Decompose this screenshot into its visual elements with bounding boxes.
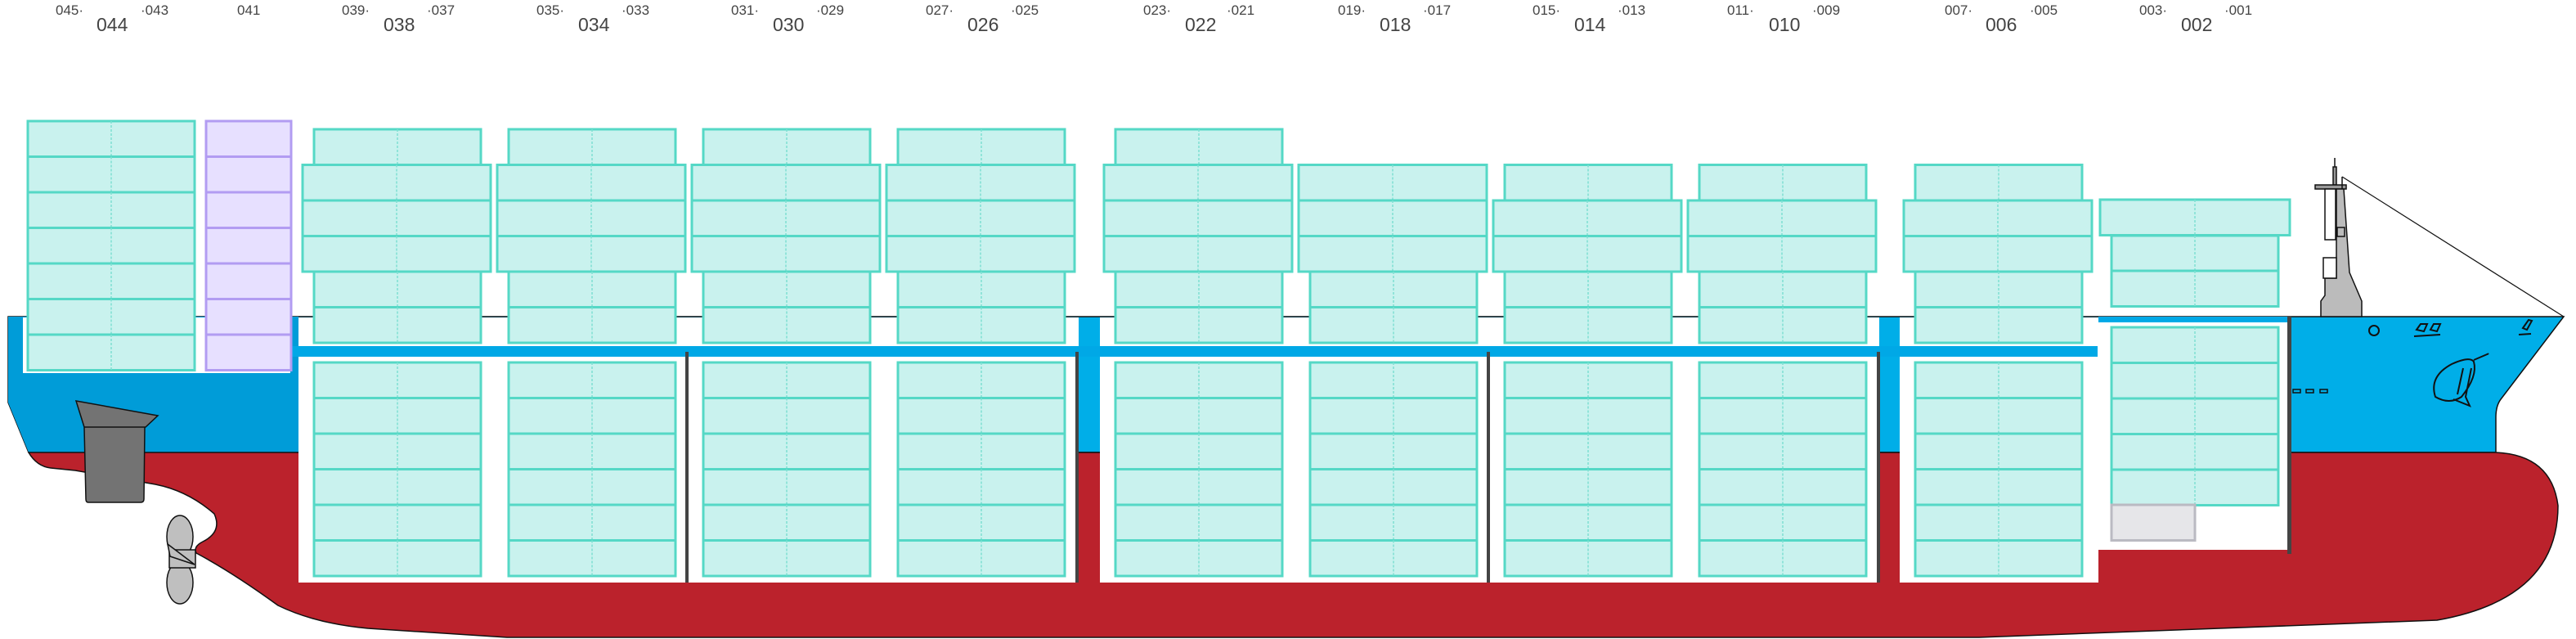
container-slot-special[interactable] (204, 227, 293, 265)
bay-label-017: ·017 (1423, 2, 1451, 18)
bay-label-026: 026 (967, 14, 999, 35)
propeller-icon (166, 515, 196, 605)
container-slot-special[interactable] (204, 119, 293, 158)
container-slot-empty[interactable] (2110, 503, 2197, 542)
bay-label-044: 044 (96, 14, 128, 35)
hawse-icon (2368, 325, 2380, 336)
container-slot-special[interactable] (204, 298, 293, 336)
container-slot-special[interactable] (204, 333, 293, 371)
bay-label-009: ·009 (1812, 2, 1840, 18)
bay-label-033: ·033 (622, 2, 649, 18)
bulkhead (1075, 352, 1079, 583)
bay-label-027: 027· (926, 2, 954, 18)
bay-label-006: 006 (1986, 14, 2017, 35)
bay-label-018: 018 (1380, 14, 1411, 35)
rudder (74, 400, 159, 503)
bay-label-015: 015· (1533, 2, 1560, 18)
bay-label-029: ·029 (816, 2, 844, 18)
bay-label-011: 011· (1727, 2, 1754, 18)
bulkhead (1877, 352, 1880, 583)
hatch-bar-fwd (2098, 317, 2290, 322)
bulkhead (685, 352, 689, 583)
bay-label-005: ·005 (2030, 2, 2058, 18)
bay-label-019: 019· (1338, 2, 1366, 18)
bay-label-022: 022 (1185, 14, 1216, 35)
bay-label-039: 039· (342, 2, 370, 18)
container-slot-special[interactable] (204, 262, 293, 300)
bay-label-041: 041 (237, 2, 260, 18)
bay-label-034: 034 (578, 14, 610, 35)
bay-label-003: 003· (2139, 2, 2167, 18)
bay-label-013: ·013 (1618, 2, 1645, 18)
bay-label-014: 014 (1574, 14, 1606, 35)
anchor-icon (2433, 353, 2489, 407)
bay-label-030: 030 (773, 14, 804, 35)
bay-label-043: ·043 (141, 2, 168, 18)
vent-icon (2413, 323, 2442, 337)
bay-label-010: 010 (1769, 14, 1800, 35)
vent-icon (2518, 318, 2533, 335)
container-stacks (26, 119, 2291, 578)
foremast (2314, 158, 2565, 317)
bay-label-021: ·021 (1227, 2, 1254, 18)
bay-label-007: 007· (1945, 2, 1972, 18)
bay-label-001: ·001 (2224, 2, 2252, 18)
bay-label-045: 045· (56, 2, 83, 18)
bay-labels: 045· ·043 041 039· ·037 035· ·033 031· ·… (56, 2, 2252, 35)
bay-label-035: 035· (536, 2, 564, 18)
hatch-bar (290, 346, 2098, 357)
bulkhead (1487, 352, 1490, 583)
bay-label-038: 038 (384, 14, 415, 35)
bay-label-025: ·025 (1011, 2, 1039, 18)
bay-label-023: 023· (1143, 2, 1171, 18)
bay-label-002: 002 (2181, 14, 2212, 35)
bay-label-037: ·037 (427, 2, 455, 18)
container-slot-special[interactable] (204, 155, 293, 194)
bulkhead (2287, 317, 2291, 554)
portholes (2292, 389, 2328, 394)
bay-label-031: 031· (731, 2, 759, 18)
container-slot-special[interactable] (204, 191, 293, 229)
